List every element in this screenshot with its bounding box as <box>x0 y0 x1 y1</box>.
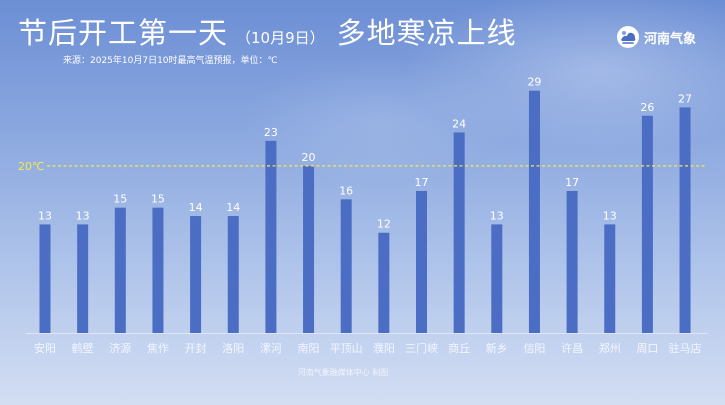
bar-value-label: 29 <box>527 76 541 89</box>
city-tick-label: 济源 <box>109 341 131 355</box>
city-tick-label: 洛阳 <box>222 341 244 355</box>
bar <box>453 132 465 333</box>
bar <box>528 90 540 334</box>
value-labels-group: 13 13 15 15 14 14 23 20 16 12 17 24 13 29 17 13 26 27 <box>38 76 692 231</box>
bar-value-label: 15 <box>151 193 165 206</box>
bar-value-label: 26 <box>640 101 654 114</box>
brand-logo: 河南气象 <box>616 25 696 49</box>
bar <box>114 207 126 333</box>
city-tick-label: 三门峡 <box>405 341 438 355</box>
city-tick-label: 商丘 <box>448 341 470 355</box>
city-tick-label: 许昌 <box>561 342 583 355</box>
bar <box>39 224 51 333</box>
title-tail: 多地寒凉上线 <box>336 16 517 50</box>
bar <box>152 207 164 333</box>
city-tick-label: 信阳 <box>523 342 545 355</box>
city-tick-label: 焦作 <box>147 342 169 355</box>
city-tick-label: 平顶山 <box>330 342 363 355</box>
city-tick-label: 漯河 <box>260 342 282 355</box>
bar-value-label: 15 <box>113 193 127 206</box>
bar <box>641 115 653 334</box>
bar <box>566 190 578 333</box>
bar-value-label: 23 <box>264 126 278 139</box>
bar-value-label: 14 <box>189 201 203 214</box>
bar <box>190 216 202 333</box>
bar-value-label: 12 <box>377 218 391 231</box>
city-tick-label: 开封 <box>185 341 207 355</box>
bar <box>378 232 390 333</box>
bar-value-label: 13 <box>76 209 90 222</box>
bar-value-label: 16 <box>339 184 353 197</box>
weather-emblem-icon <box>616 25 640 49</box>
bar-value-label: 13 <box>38 209 52 222</box>
reference-line-label: 20℃ <box>18 160 44 173</box>
bar <box>491 224 503 333</box>
bar-value-label: 17 <box>415 176 429 189</box>
bar <box>265 140 277 333</box>
brand-name: 河南气象 <box>644 31 697 47</box>
title-date: （10月9日） <box>236 29 325 47</box>
bar-value-label: 20 <box>302 151 316 164</box>
bar-value-label: 27 <box>678 92 692 105</box>
bar-value-label: 24 <box>452 117 466 130</box>
bar <box>77 224 89 333</box>
bar-value-label: 14 <box>226 201 240 214</box>
title-main: 节后开工第一天 <box>18 16 229 50</box>
city-tick-label: 濮阳 <box>373 341 395 355</box>
city-tick-label: 郑州 <box>599 341 621 355</box>
city-tick-label: 新乡 <box>486 341 508 355</box>
bar <box>303 165 315 333</box>
bar <box>604 224 616 333</box>
bar <box>679 107 691 333</box>
bar <box>227 216 239 333</box>
footer-credit: 河南气象融媒体中心 制图 <box>297 368 389 377</box>
city-tick-label: 鹤壁 <box>72 341 94 355</box>
bar-value-label: 13 <box>490 209 504 222</box>
bar-value-label: 13 <box>603 209 617 222</box>
bar-value-label: 17 <box>565 176 579 189</box>
city-tick-label: 安阳 <box>34 341 56 355</box>
city-tick-label: 周口 <box>636 342 658 355</box>
city-tick-label: 南阳 <box>298 342 320 355</box>
category-labels-group: 安阳 鹤壁 济源 焦作 开封 洛阳 漯河 南阳 平顶山 濮阳 三门峡 商丘 新乡 信阳 许昌 郑州 周口 驻马店 <box>34 341 702 355</box>
source-note: 来源：2025年10月7日10时最高气温预报，单位：℃ <box>63 56 278 66</box>
bar <box>416 190 427 333</box>
city-tick-label: 驻马店 <box>669 341 702 355</box>
page-title: 节后开工第一天 （10月9日） 多地寒凉上线 <box>18 19 517 48</box>
bars-group <box>39 90 691 334</box>
bar <box>340 199 352 333</box>
